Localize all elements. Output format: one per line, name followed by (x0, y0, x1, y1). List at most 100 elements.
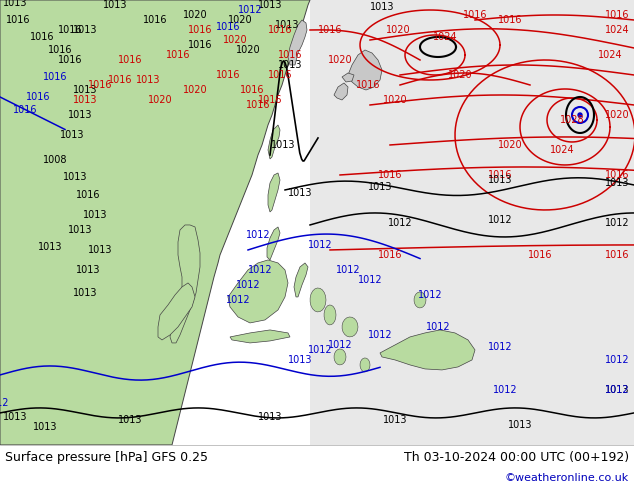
Text: 1013: 1013 (87, 245, 112, 255)
Text: 1012: 1012 (236, 280, 261, 290)
Polygon shape (0, 0, 310, 445)
Text: 1012: 1012 (226, 295, 250, 305)
Text: 1013: 1013 (83, 210, 107, 220)
Text: 1012: 1012 (425, 322, 450, 332)
Text: 1013: 1013 (60, 130, 84, 140)
Circle shape (578, 113, 582, 117)
Text: 1012: 1012 (238, 5, 262, 15)
Text: 1013: 1013 (488, 175, 512, 185)
Text: 1024: 1024 (598, 50, 623, 60)
Text: Th 03-10-2024 00:00 UTC (00+192): Th 03-10-2024 00:00 UTC (00+192) (404, 451, 629, 465)
Text: 1012: 1012 (335, 265, 360, 275)
Polygon shape (348, 50, 382, 90)
Text: 1016: 1016 (605, 170, 630, 180)
Text: 1016: 1016 (75, 190, 100, 200)
Polygon shape (228, 260, 288, 323)
Text: 1013: 1013 (3, 0, 27, 8)
Text: Surface pressure [hPa] GFS 0.25: Surface pressure [hPa] GFS 0.25 (5, 451, 208, 465)
Polygon shape (310, 0, 634, 445)
Text: 1016: 1016 (318, 25, 342, 35)
Text: 1016: 1016 (268, 25, 292, 35)
Text: 1013: 1013 (38, 242, 62, 252)
Text: 1016: 1016 (527, 250, 552, 260)
Text: 1013: 1013 (68, 110, 93, 120)
Text: 1016: 1016 (58, 25, 82, 35)
Text: 1013: 1013 (118, 415, 142, 425)
Text: 1016: 1016 (463, 10, 488, 20)
Text: 1013: 1013 (3, 412, 27, 422)
Polygon shape (158, 283, 195, 340)
Text: 1008: 1008 (42, 155, 67, 165)
Text: 1016: 1016 (42, 72, 67, 82)
Text: 1016: 1016 (188, 40, 212, 50)
Text: 1013: 1013 (605, 178, 630, 188)
Polygon shape (267, 227, 280, 260)
Text: 1012: 1012 (307, 345, 332, 355)
Text: 1016: 1016 (30, 32, 55, 42)
Text: 1012: 1012 (493, 385, 517, 395)
Text: 1020: 1020 (605, 110, 630, 120)
Polygon shape (230, 330, 290, 343)
Text: 1012: 1012 (248, 265, 273, 275)
Polygon shape (310, 288, 326, 312)
Text: 1013: 1013 (271, 140, 295, 150)
Text: 1020: 1020 (328, 55, 353, 65)
Text: 1016: 1016 (488, 170, 512, 180)
Text: 1016: 1016 (13, 105, 37, 115)
Text: 1016: 1016 (165, 50, 190, 60)
Text: 1016: 1016 (48, 45, 72, 55)
Text: 1013: 1013 (73, 288, 97, 298)
Text: 1013: 1013 (73, 25, 97, 35)
Text: 1013: 1013 (275, 20, 299, 30)
Polygon shape (414, 292, 426, 308)
Text: 1016: 1016 (58, 55, 82, 65)
Text: 1013: 1013 (605, 385, 630, 395)
Polygon shape (170, 225, 200, 343)
Text: 1020: 1020 (228, 15, 252, 25)
Text: 1016: 1016 (378, 170, 402, 180)
Text: 1016: 1016 (605, 250, 630, 260)
Text: 1016: 1016 (87, 80, 112, 90)
Text: 1013: 1013 (75, 265, 100, 275)
Text: 1012: 1012 (387, 218, 412, 228)
Text: 1013: 1013 (370, 2, 394, 12)
Text: 1016: 1016 (605, 10, 630, 20)
Polygon shape (268, 125, 280, 159)
Text: 1016: 1016 (278, 50, 302, 60)
Text: 1013: 1013 (136, 75, 160, 85)
Polygon shape (268, 173, 280, 212)
Text: 1016: 1016 (356, 80, 380, 90)
Text: 1013: 1013 (288, 188, 313, 198)
Text: 1024: 1024 (550, 145, 574, 155)
Text: 1013: 1013 (103, 0, 127, 10)
Text: 1013: 1013 (508, 420, 533, 430)
Text: 1020: 1020 (385, 25, 410, 35)
Text: 1020: 1020 (183, 10, 207, 20)
Text: ©weatheronline.co.uk: ©weatheronline.co.uk (505, 473, 629, 483)
Text: 1016: 1016 (378, 250, 402, 260)
Polygon shape (334, 349, 346, 365)
Polygon shape (334, 83, 348, 100)
Polygon shape (342, 317, 358, 337)
Text: 1016: 1016 (216, 70, 240, 80)
Text: 1013: 1013 (68, 225, 93, 235)
Text: 1013: 1013 (73, 85, 97, 95)
Polygon shape (324, 305, 336, 325)
Text: 1016: 1016 (246, 100, 270, 110)
Text: 1016: 1016 (498, 15, 522, 25)
Text: 1012: 1012 (605, 355, 630, 365)
Text: 1013: 1013 (73, 95, 97, 105)
Polygon shape (342, 73, 354, 82)
Text: 1020: 1020 (498, 140, 522, 150)
Text: 1012: 1012 (328, 340, 353, 350)
Text: 1024: 1024 (432, 32, 457, 42)
Text: 1016: 1016 (188, 25, 212, 35)
Text: 1013: 1013 (383, 415, 407, 425)
Text: 1016: 1016 (216, 22, 240, 32)
Text: 012: 012 (0, 398, 10, 408)
Polygon shape (294, 263, 308, 297)
Text: 1016: 1016 (26, 92, 50, 102)
Text: 1016: 1016 (258, 95, 282, 105)
Text: 1012: 1012 (358, 275, 382, 285)
Text: 1016: 1016 (6, 15, 30, 25)
